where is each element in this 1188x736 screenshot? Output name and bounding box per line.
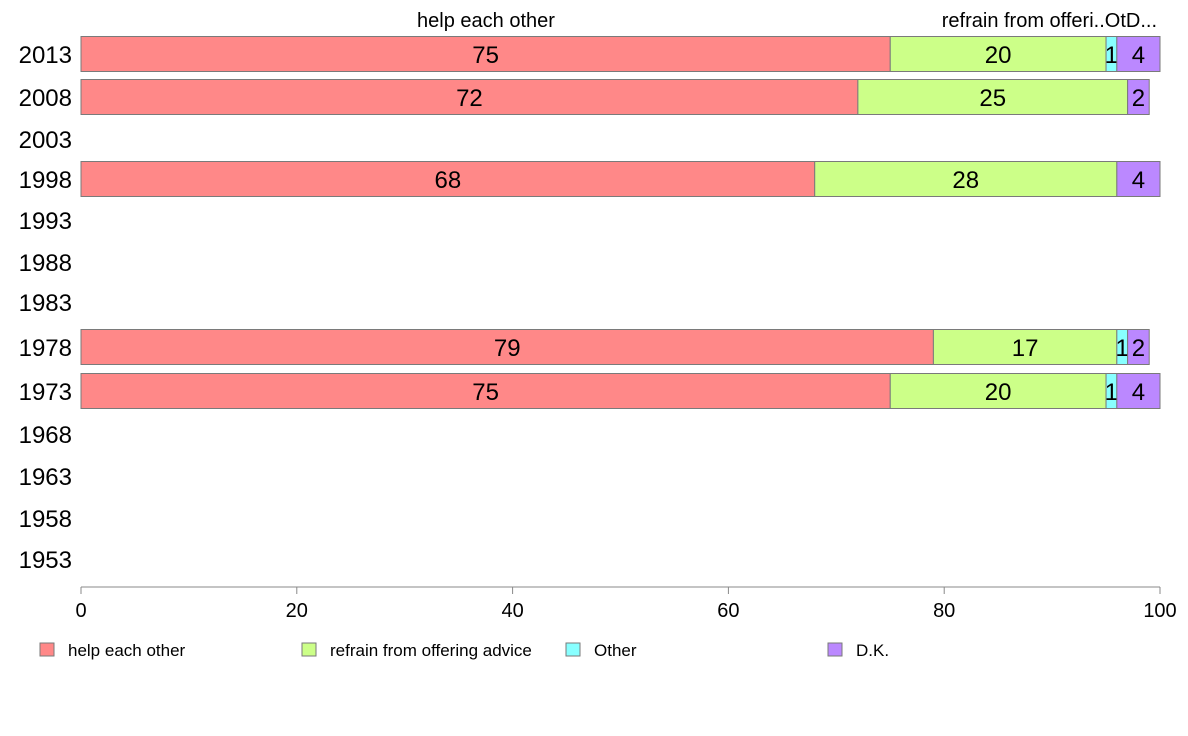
year-label-2003: 2003 [19,127,72,154]
bar-segment-2013-s0 [80,36,891,72]
bar-value-label-2013-s3: 4 [1132,42,1145,69]
bar-value-label-1973-s2: 1 [1105,379,1118,406]
bar-value-label-2008-s1: 25 [979,85,1006,112]
x-tick-label-60: 60 [717,600,739,622]
x-axis: 0 20 40 60 80 100 [75,586,1177,622]
x-tick-label-80: 80 [933,600,955,622]
bar-value-label-2013-s0: 75 [472,42,499,69]
legend-label-0: help each other [68,641,186,660]
legend-swatch-2 [565,642,581,657]
bar-value-label-1973-s1: 20 [985,379,1012,406]
bar-value-label-1978-s3: 2 [1132,335,1145,362]
bar-segment-2008-s3 [1127,79,1150,115]
bar-segment-2013-s1 [889,36,1107,72]
year-label-1973: 1973 [19,379,72,406]
bar-value-label-1998-s3: 4 [1132,167,1145,194]
legend: help each other refrain from offering adv… [39,641,889,660]
column-headers: help each other refrain from offeri..OtD.… [417,10,1157,32]
bar-segment-1978-s1 [932,329,1118,365]
bar-value-label-1973-s3: 4 [1132,379,1145,406]
year-label-1998: 1998 [19,167,72,194]
legend-label-2: Other [594,641,637,660]
year-label-1983: 1983 [19,290,72,317]
bar-segment-1998-s1 [814,161,1118,197]
legend-swatch-3 [827,642,843,657]
bar-value-label-1978-s1: 17 [1012,335,1039,362]
bar-segment-1978-s3 [1127,329,1150,365]
x-tick-label-100: 100 [1143,600,1176,622]
year-labels: 2013 2008 2003 1998 1993 1988 1983 1978 1973 1968… [19,42,72,574]
column-header-help-each-other: help each other [417,10,555,32]
x-tick-label-40: 40 [501,600,523,622]
year-label-1978: 1978 [19,335,72,362]
bar-value-label-1978-s2: 1 [1116,335,1129,362]
bar-segment-1998-s0 [80,161,816,197]
bar-segment-1998-s3 [1116,161,1161,197]
x-tick-label-20: 20 [286,600,308,622]
x-tick-label-0: 0 [75,600,86,622]
year-label-1968: 1968 [19,422,72,449]
year-label-2013: 2013 [19,42,72,69]
bar-value-label-2008-s0: 72 [456,85,483,112]
bar-value-label-2013-s2: 1 [1105,42,1118,69]
bar-segment-1973-s3 [1116,373,1161,409]
legend-swatch-1 [301,642,317,657]
bar-value-label-1998-s1: 28 [952,167,979,194]
bar-value-label-1998-s0: 68 [435,167,462,194]
legend-label-3: D.K. [856,641,889,660]
bar-value-label-1973-s0: 75 [472,379,499,406]
year-label-1958: 1958 [19,506,72,533]
bar-value-label-1978-s0: 79 [494,335,521,362]
bar-segment-1978-s0 [80,329,934,365]
year-label-1993: 1993 [19,208,72,235]
legend-label-1: refrain from offering advice [330,641,532,660]
bars-layer: 75 20 1 472 25 268 28 479 17 1 275 20 1 4 [80,36,1161,409]
bar-segment-1973-s1 [889,373,1107,409]
bar-segment-2013-s3 [1116,36,1161,72]
year-label-1953: 1953 [19,547,72,574]
year-label-1963: 1963 [19,464,72,491]
bar-value-label-2008-s3: 2 [1132,85,1145,112]
bar-value-label-2013-s1: 20 [985,42,1012,69]
year-label-2008: 2008 [19,85,72,112]
column-header-other-series: refrain from offeri..OtD... [942,10,1157,32]
year-label-1988: 1988 [19,250,72,277]
bar-segment-2008-s1 [857,79,1129,115]
legend-swatch-0 [39,642,55,657]
